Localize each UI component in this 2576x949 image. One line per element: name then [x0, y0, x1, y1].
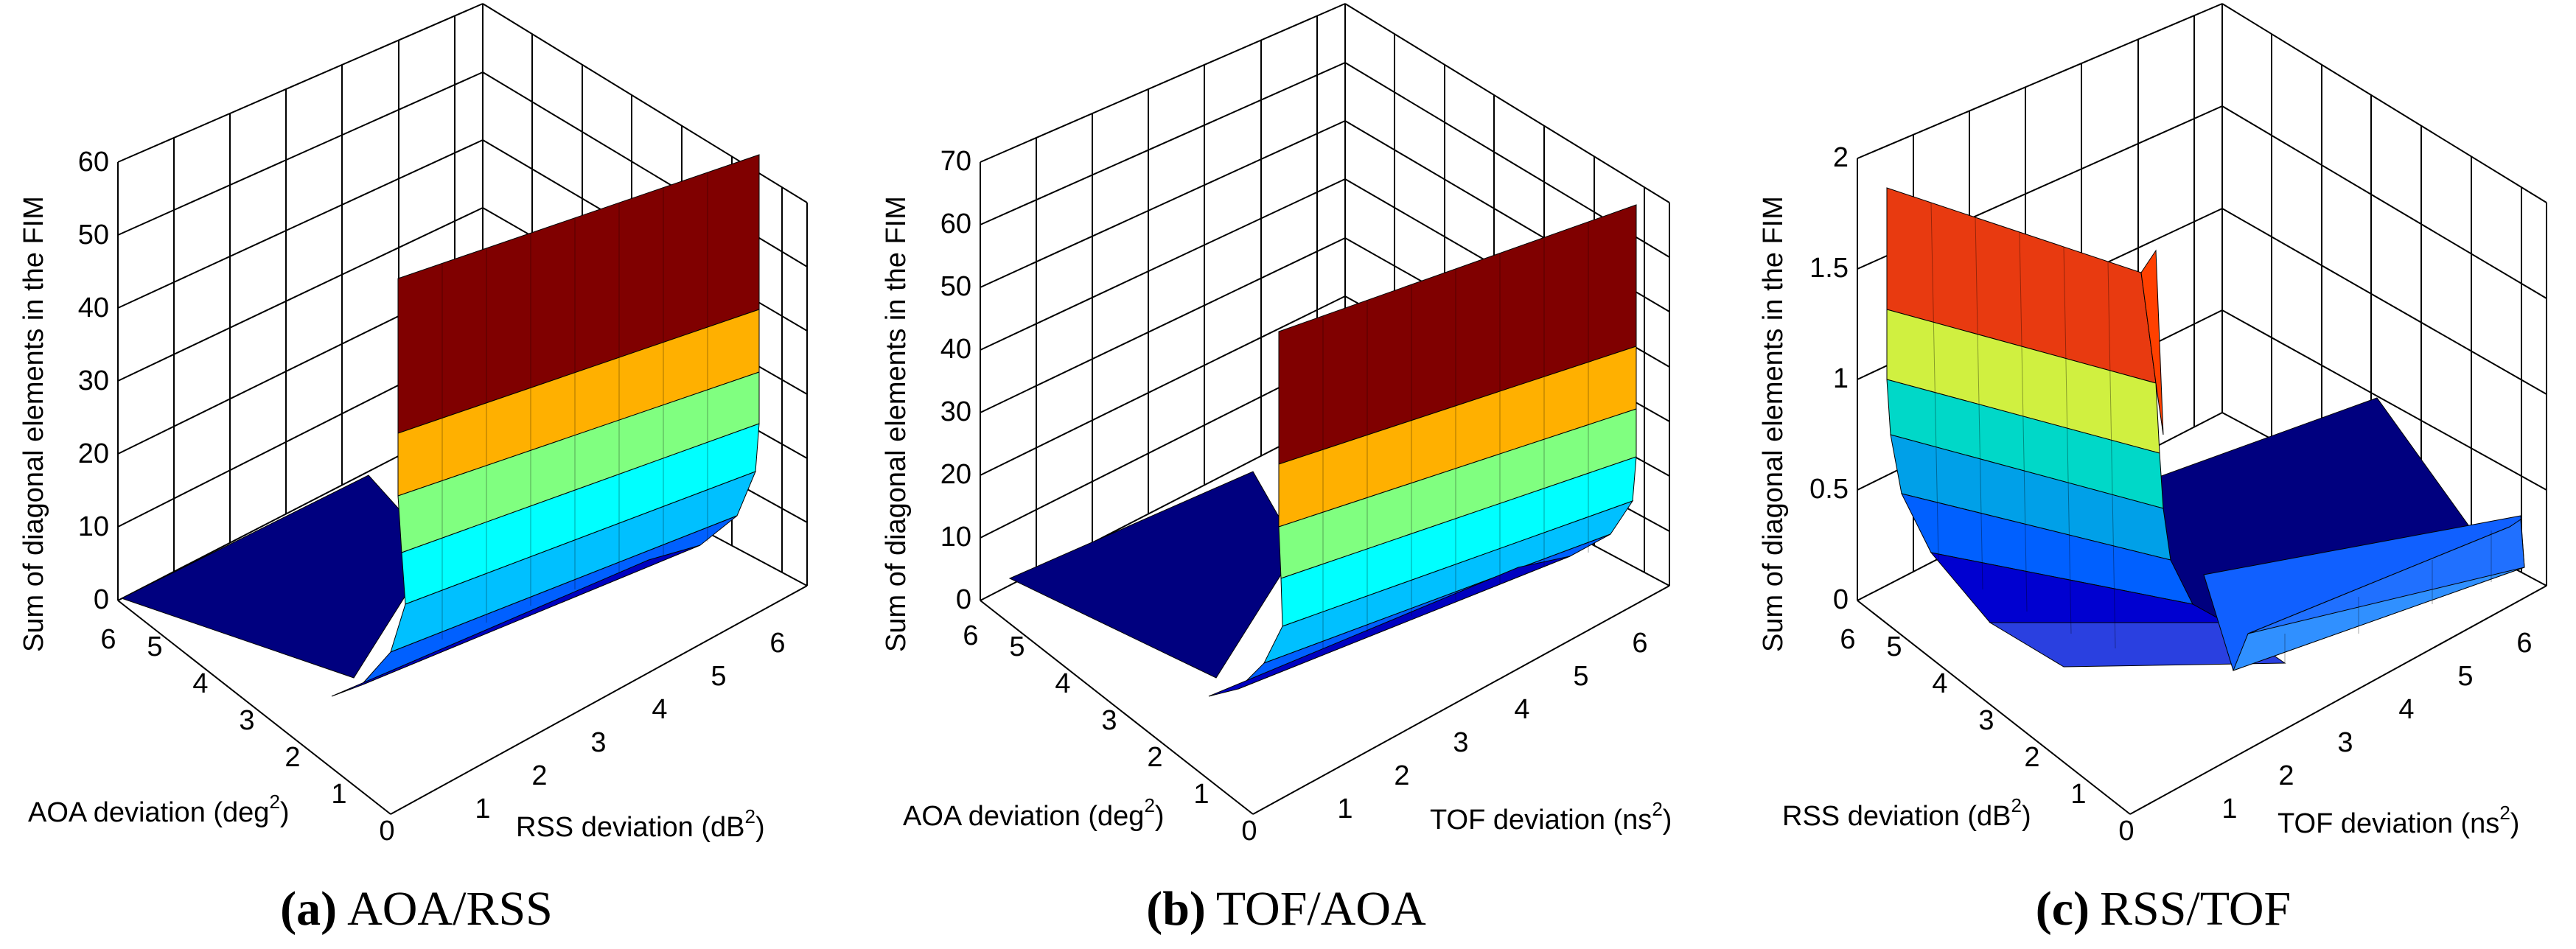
panel-c-x-tick: 5 — [2457, 661, 2473, 692]
panel-a-z-tick: 60 — [78, 147, 109, 178]
panel-b-z-ticks: 0 10 20 30 40 50 60 70 — [940, 146, 971, 615]
panel-b-y-tick: 0 — [1241, 816, 1257, 847]
panel-b-surface-wall — [1208, 204, 1637, 697]
panel-a-y-ticks: 0 1 2 3 4 5 6 — [100, 624, 394, 847]
panel-a-x-ticks: 1 2 3 4 5 6 — [475, 628, 785, 824]
panel-b-z-tick: 0 — [956, 584, 971, 615]
panel-b-x-tick: 3 — [1453, 727, 1468, 758]
panel-c-caption: (c) RSS/TOF — [2036, 882, 2291, 936]
panel-a-x-tick: 2 — [531, 760, 547, 791]
panel-c-z-ticks: 0 0.5 1 1.5 2 — [1809, 142, 1849, 615]
panel-c-x-tick: 6 — [2516, 628, 2532, 659]
panel-b-y-ticks: 0 1 2 3 4 5 6 — [963, 620, 1257, 847]
panel-a-z-tick: 40 — [78, 293, 109, 323]
panel-c-z-tick: 0 — [1833, 584, 1849, 615]
panel-c-z-label: Sum of diagonal elements in the FIM — [1758, 196, 1789, 652]
panel-c-x-tick: 1 — [2221, 794, 2237, 824]
panel-a-surface-mesh — [441, 172, 708, 640]
panel-a-z-tick: 30 — [78, 365, 109, 396]
panel-a-x-label: RSS deviation (dB2) — [516, 805, 765, 843]
panel-a-x-tick: 3 — [590, 727, 606, 758]
panel-a-x-tick: 4 — [652, 694, 667, 725]
panel-a-x-tick: 1 — [475, 794, 490, 824]
panel-b-x-tick: 1 — [1337, 794, 1352, 824]
panel-b-y-tick: 3 — [1101, 705, 1117, 736]
panel-a-y-label: AOA deviation (deg2) — [28, 791, 290, 828]
panel-b-z-tick: 70 — [940, 146, 971, 177]
panel-a-y-tick: 5 — [147, 631, 162, 662]
panel-c-y-tick: 0 — [2118, 816, 2134, 847]
panel-a-z-tick: 50 — [78, 220, 109, 251]
panel-c-x-tick: 2 — [2278, 760, 2294, 791]
panel-a-x-tick: 5 — [711, 661, 726, 692]
panel-c-z-tick: 1.5 — [1809, 253, 1849, 284]
panel-a-x-tick: 6 — [769, 628, 785, 659]
panel-c-x-tick: 3 — [2337, 727, 2353, 758]
panel-c-z-tick: 0.5 — [1809, 474, 1849, 505]
panel-a-z-tick: 20 — [78, 438, 109, 469]
panel-c-z-tick: 1 — [1833, 363, 1849, 394]
panel-c-y-tick: 2 — [2024, 742, 2039, 773]
panel-c-surface-mesh — [1930, 202, 2492, 663]
panel-a-y-tick: 3 — [239, 705, 254, 736]
panel-a-z-label: Sum of diagonal elements in the FIM — [18, 196, 49, 652]
panel-c-x-label: TOF deviation (ns2) — [2277, 802, 2519, 839]
panel-c-y-tick: 4 — [1932, 668, 1947, 699]
panel-a-surface-wall — [331, 154, 760, 697]
panel-c-y-tick: 3 — [1978, 705, 1994, 736]
panel-b-tof-aoa: 0 10 20 30 40 50 60 70 0 1 2 3 4 5 6 1 2… — [881, 3, 1672, 936]
panel-b-z-tick: 50 — [940, 271, 971, 302]
panel-b-z-tick: 60 — [940, 209, 971, 239]
panel-c-y-ticks: 0 1 2 3 4 5 6 — [1840, 624, 2134, 847]
panel-a-y-tick: 0 — [379, 816, 394, 847]
panel-c-x-tick: 4 — [2398, 694, 2414, 725]
panel-b-z-tick: 10 — [940, 522, 971, 553]
panel-a-z-ticks: 0 10 20 30 40 50 60 — [78, 147, 109, 615]
panel-b-y-tick: 4 — [1055, 668, 1070, 699]
panel-a-y-tick: 4 — [192, 668, 208, 699]
panel-c-z-tick: 2 — [1833, 142, 1849, 173]
panel-b-y-tick: 2 — [1147, 742, 1162, 773]
panel-a-y-tick: 2 — [285, 742, 300, 773]
panel-b-x-label: TOF deviation (ns2) — [1430, 798, 1672, 836]
panel-c-y-tick: 1 — [2070, 779, 2086, 810]
panel-c-y-label: RSS deviation (dB2) — [1782, 794, 2031, 832]
panel-b-y-tick: 5 — [1009, 631, 1025, 662]
panel-b-caption: (b) TOF/AOA — [1146, 882, 1426, 936]
panel-a-z-tick: 0 — [94, 584, 109, 615]
panel-b-y-tick: 1 — [1193, 779, 1209, 810]
panel-c-x-ticks: 1 2 3 4 5 6 — [2221, 628, 2532, 824]
panel-a-surface-floor — [120, 474, 436, 679]
panel-c-surface-tof-wall — [1886, 187, 2286, 668]
panel-c-surface-rss-wall — [2203, 515, 2525, 671]
panel-b-x-tick: 2 — [1394, 760, 1409, 791]
panel-b-z-tick: 30 — [940, 396, 971, 427]
panel-c-y-tick: 5 — [1886, 631, 1902, 662]
panel-b-z-label: Sum of diagonal elements in the FIM — [881, 196, 912, 652]
panel-b-surface-floor — [1008, 471, 1298, 679]
panel-a-y-tick: 1 — [331, 779, 346, 810]
panel-b-z-tick: 40 — [940, 334, 971, 365]
panel-b-x-tick: 6 — [1632, 628, 1647, 659]
panel-a-y-tick: 6 — [100, 624, 116, 655]
panel-c-rss-tof: 0 0.5 1 1.5 2 0 1 2 3 4 5 6 1 2 3 4 5 6 … — [1758, 3, 2547, 936]
panel-b-surface-mesh — [1322, 222, 1589, 648]
panel-a-caption: (a) AOA/RSS — [280, 882, 553, 936]
panel-b-x-tick: 5 — [1573, 661, 1588, 692]
panel-b-x-ticks: 1 2 3 4 5 6 — [1337, 628, 1647, 824]
panel-b-y-label: AOA deviation (deg2) — [903, 794, 1165, 832]
panel-b-x-tick: 4 — [1514, 694, 1529, 725]
panel-b-z-tick: 20 — [940, 459, 971, 490]
panel-b-y-tick: 6 — [963, 620, 978, 651]
panel-a-aoa-rss: 0 10 20 30 40 50 60 0 1 2 3 4 5 6 1 2 3 … — [18, 3, 808, 936]
panel-a-z-tick: 10 — [78, 511, 109, 542]
panel-c-y-tick: 6 — [1840, 624, 1855, 655]
